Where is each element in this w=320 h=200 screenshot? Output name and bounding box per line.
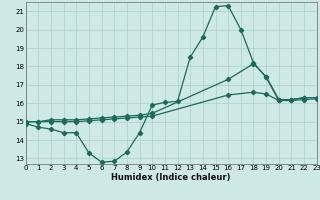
X-axis label: Humidex (Indice chaleur): Humidex (Indice chaleur) [111,173,231,182]
